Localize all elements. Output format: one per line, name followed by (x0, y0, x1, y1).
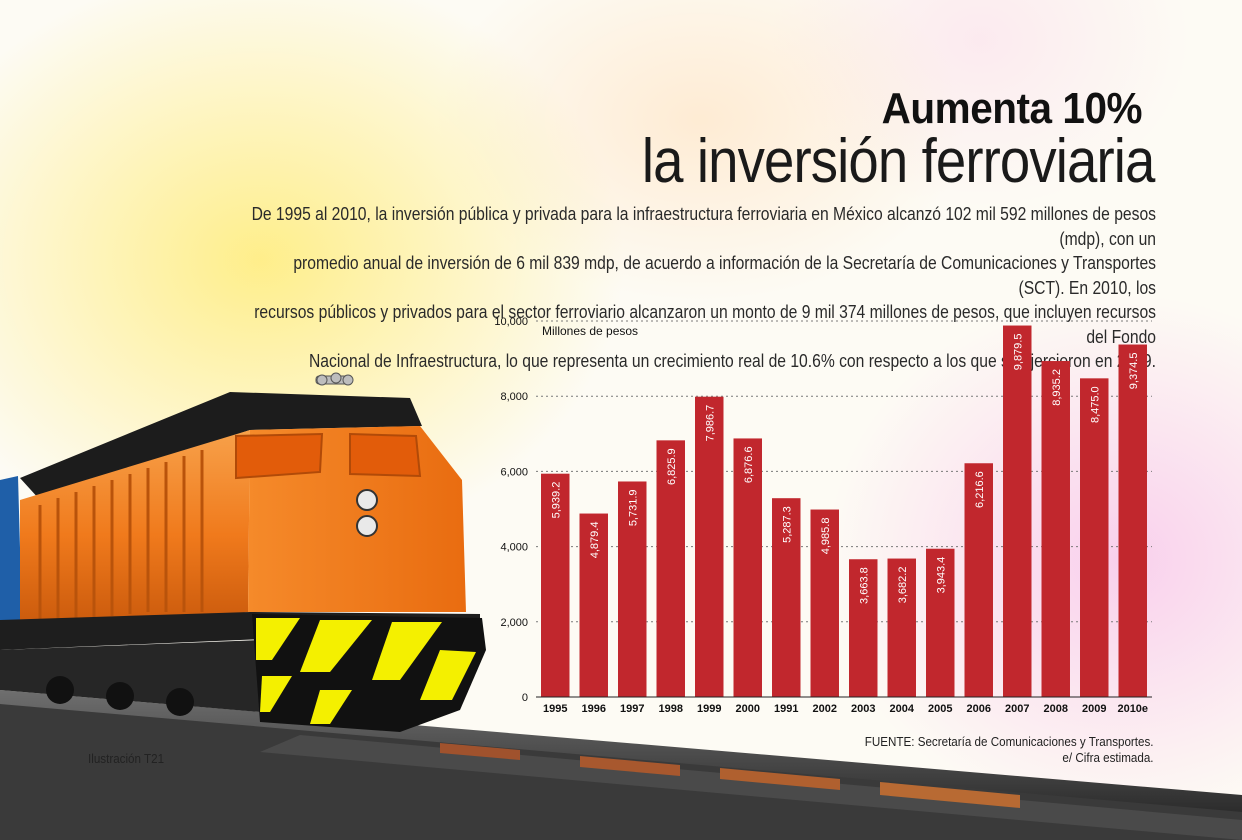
wheel (46, 676, 74, 704)
bar (772, 498, 801, 697)
x-tick-label: 2007 (1005, 703, 1029, 715)
x-tick-label: 2002 (813, 703, 837, 715)
bar (1118, 344, 1147, 697)
bar-value-label: 6,825.9 (666, 448, 678, 485)
x-tick-label: 2000 (736, 703, 760, 715)
bar (618, 481, 647, 697)
intro-paragraph: De 1995 al 2010, la inversión pública y … (251, 202, 1156, 374)
bar (733, 438, 762, 697)
bar-value-label: 3,663.8 (858, 567, 870, 604)
bar-value-label: 4,879.4 (589, 522, 601, 559)
y-tick-label: 10,000 (494, 316, 528, 328)
x-tick-label: 1998 (659, 703, 683, 715)
intro-line: promedio anual de inversión de 6 mil 839… (293, 253, 1156, 298)
blue-car (0, 476, 22, 625)
bar (849, 559, 878, 697)
horn-icon (315, 372, 354, 386)
bar (1080, 378, 1109, 697)
sleeper (880, 782, 1020, 808)
bar-value-label: 3,682.2 (897, 567, 909, 604)
bar-value-label: 3,943.4 (935, 557, 947, 594)
rail (260, 735, 1242, 840)
front-window (349, 432, 422, 478)
intro-line: De 1995 al 2010, la inversión pública y … (251, 204, 1157, 249)
bar (695, 396, 724, 697)
x-tick-label: 2006 (967, 703, 991, 715)
x-tick-label: 2003 (851, 703, 875, 715)
intro-line: recursos públicos y privados para el sec… (254, 302, 1156, 347)
wheel (166, 688, 194, 716)
bar (964, 463, 993, 697)
x-tick-label: 1995 (543, 703, 567, 715)
bar-value-label: 9,879.5 (1012, 334, 1024, 371)
x-tick-label: 2008 (1044, 703, 1068, 715)
x-tick-label: 1997 (620, 703, 644, 715)
bar-value-label: 7,986.7 (704, 405, 716, 442)
y-unit-label: Millones de pesos (542, 324, 638, 338)
bar-value-label: 6,876.6 (743, 446, 755, 483)
x-tick-label: 2010e (1117, 703, 1148, 715)
x-tick-label: 1996 (582, 703, 606, 715)
headline-line-1: Aumenta 10% (881, 84, 1143, 133)
x-tick-label: 2009 (1082, 703, 1106, 715)
snow-plow (252, 614, 486, 732)
y-tick-label: 0 (522, 692, 528, 704)
sleeper (720, 768, 840, 790)
sleeper (580, 756, 680, 776)
front-window (235, 432, 324, 480)
bar (887, 558, 916, 697)
bar (656, 440, 685, 697)
bar (1003, 325, 1032, 697)
bar (541, 473, 570, 697)
bar-value-label: 8,935.2 (1051, 369, 1063, 406)
bar-value-label: 5,287.3 (781, 506, 793, 543)
bar-value-label: 8,475.0 (1089, 386, 1101, 423)
plow-stripes (256, 618, 476, 724)
side-louvers (38, 450, 204, 625)
locomotive-illustration (0, 372, 1242, 840)
bar (810, 509, 839, 697)
y-tick-label: 4,000 (500, 542, 528, 554)
bar (926, 548, 955, 697)
bar (579, 513, 608, 697)
illustration-credit: Ilustración T21 (88, 752, 165, 766)
bar (1041, 361, 1070, 697)
bar-value-label: 5,939.2 (550, 482, 562, 519)
x-tick-label: 2005 (928, 703, 952, 715)
footnote-line: e/ Cifra estimada. (1062, 751, 1154, 765)
headlight-icon (356, 489, 378, 511)
y-tick-label: 8,000 (500, 391, 528, 403)
source-note: FUENTE: Secretaría de Comunicaciones y T… (843, 734, 1154, 766)
x-tick-label: 2004 (890, 703, 915, 715)
source-line: FUENTE: Secretaría de Comunicaciones y T… (865, 735, 1154, 749)
sleeper (440, 743, 520, 760)
x-tick-label: 1991 (774, 703, 798, 715)
bar-value-label: 5,731.9 (627, 489, 639, 526)
bar-value-label: 9,374.5 (1128, 353, 1140, 390)
headlight-icon (356, 515, 378, 537)
bar-value-label: 6,216.6 (974, 471, 986, 508)
intro-line: Nacional de Infraestructura, lo que repr… (308, 351, 1156, 371)
wheel (106, 682, 134, 710)
y-tick-label: 2,000 (500, 617, 528, 629)
bar-value-label: 4,985.8 (820, 518, 832, 555)
x-tick-label: 1999 (697, 703, 721, 715)
y-tick-label: 6,000 (500, 466, 528, 478)
headline-line-2: la inversión ferroviaria (641, 127, 1154, 196)
